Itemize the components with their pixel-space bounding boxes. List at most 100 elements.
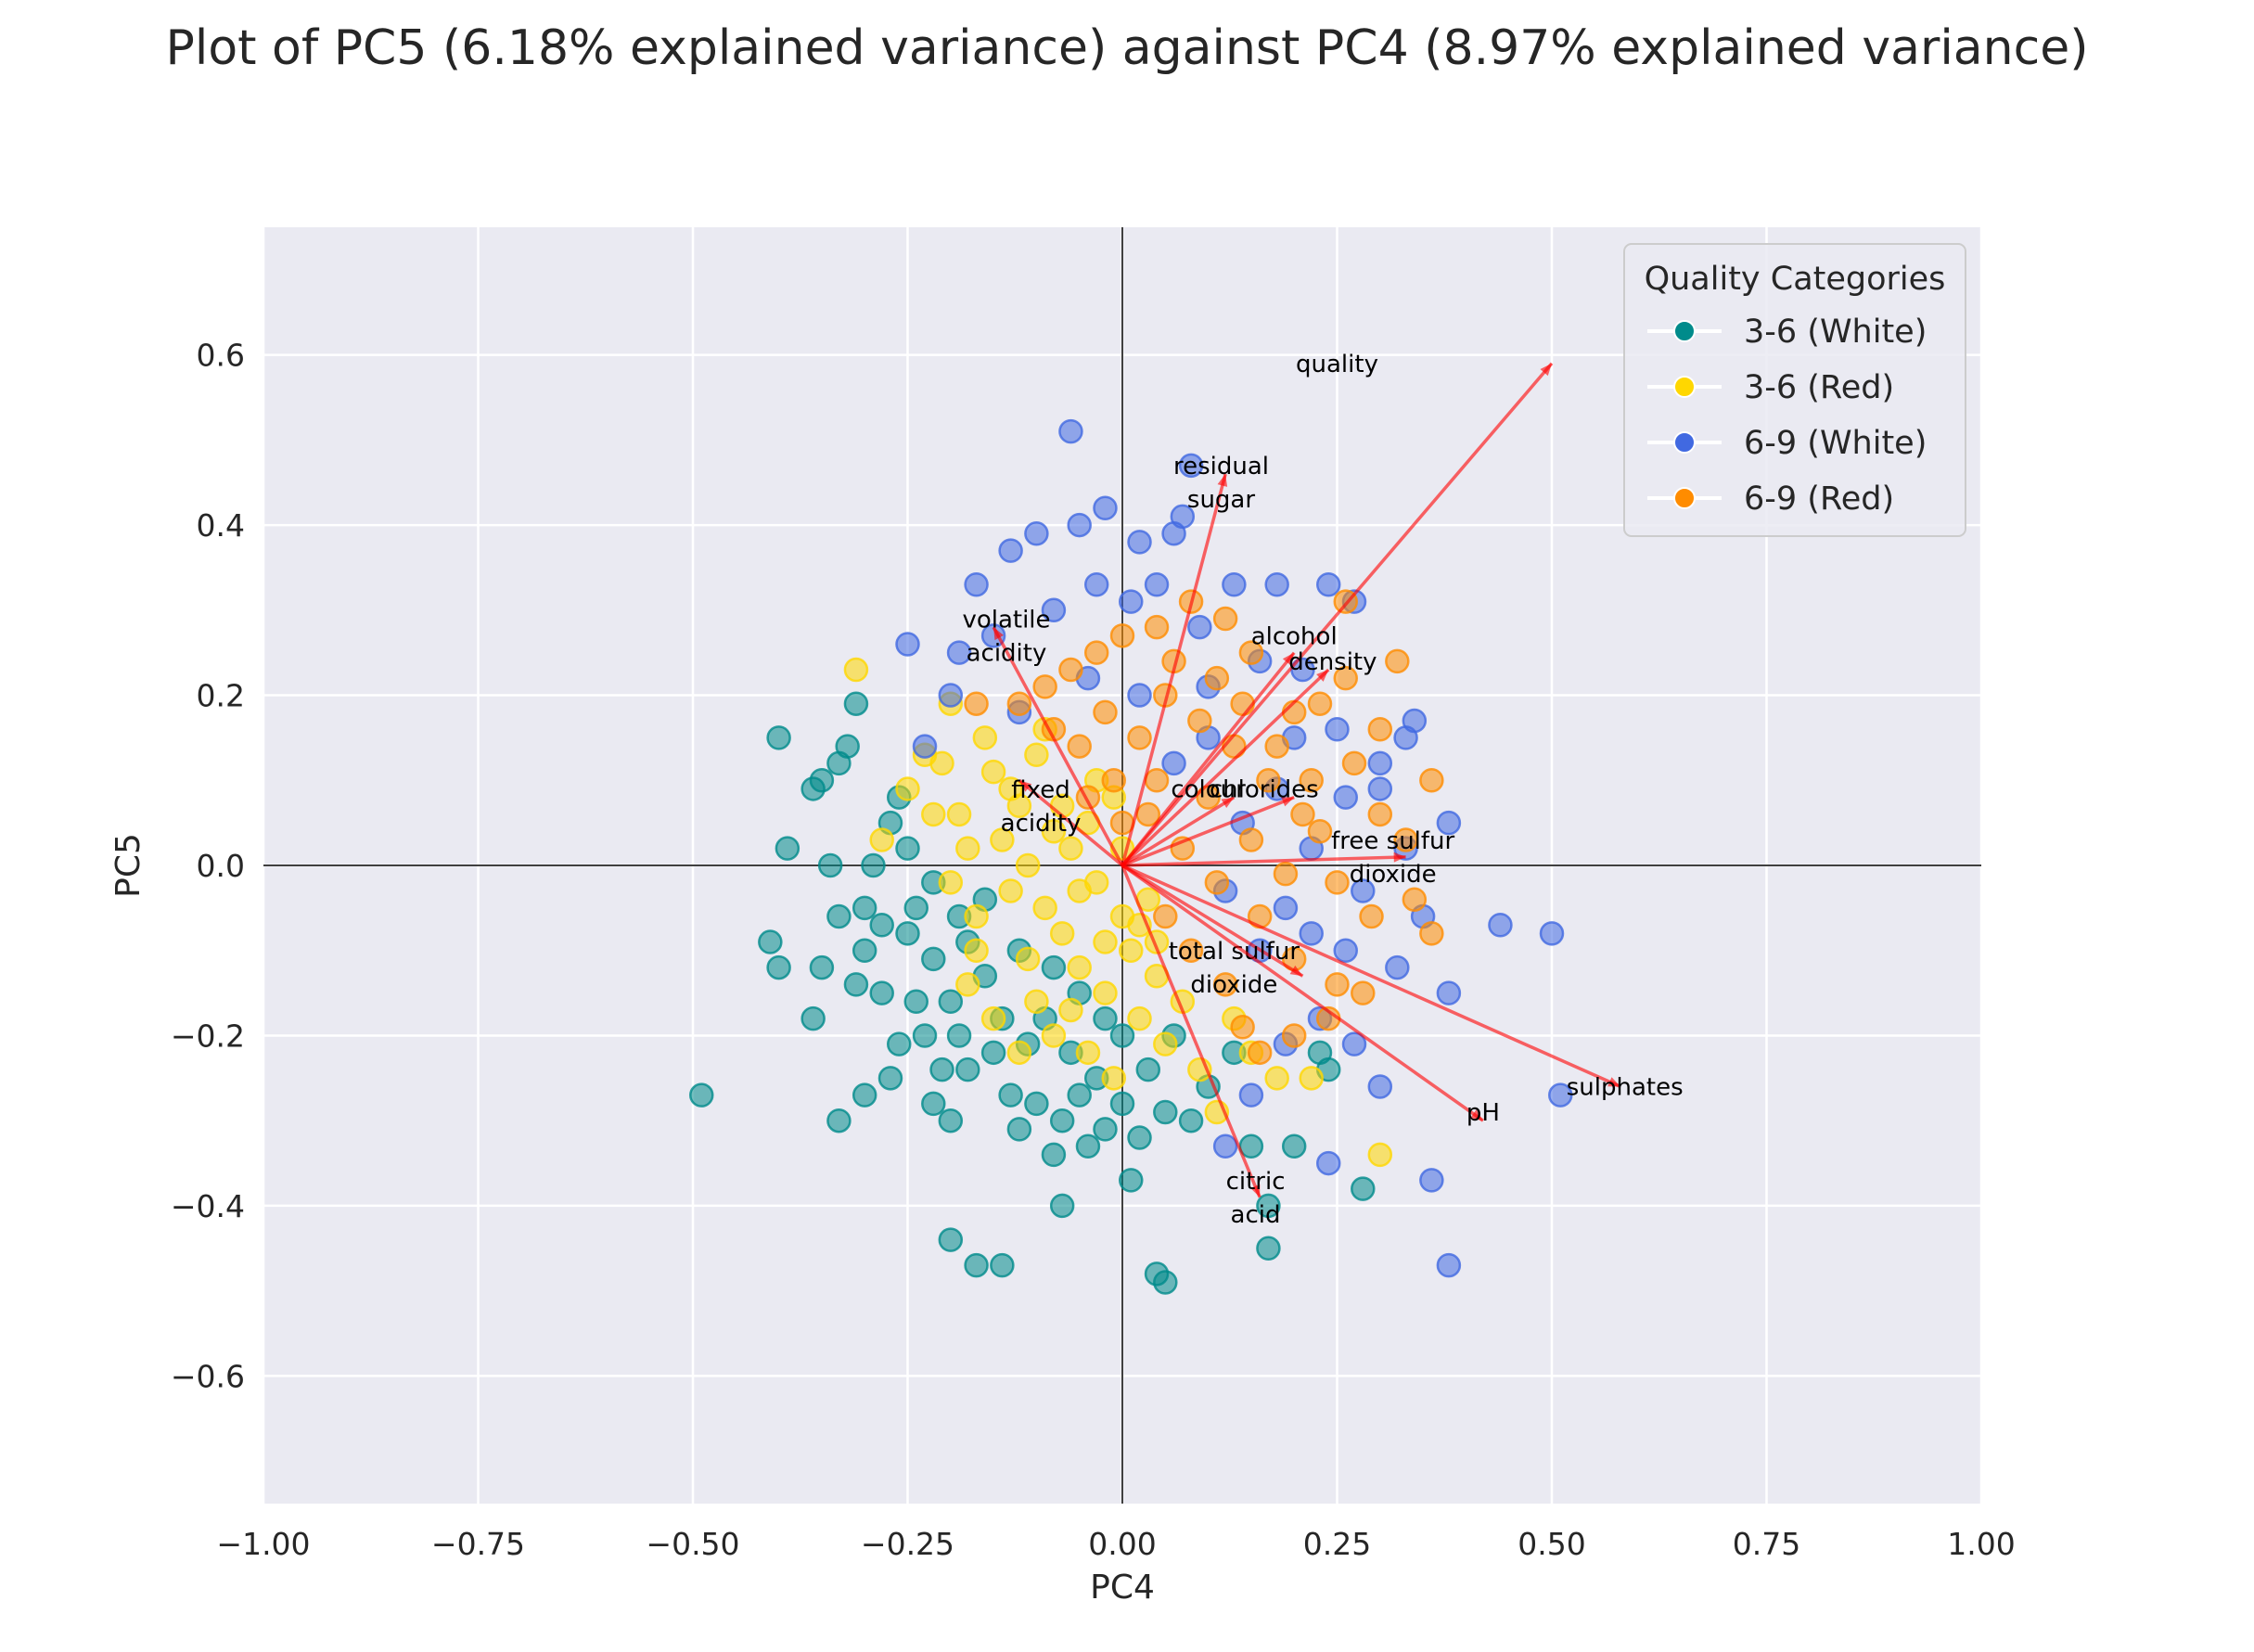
loading-arrow-head xyxy=(1289,965,1303,977)
scatter-point xyxy=(1351,1176,1376,1201)
scatter-point xyxy=(1256,768,1281,793)
scatter-point xyxy=(1144,572,1170,597)
scatter-point xyxy=(1067,954,1092,980)
x-tick-label: −0.75 xyxy=(431,1526,525,1562)
scatter-point xyxy=(895,632,920,657)
scatter-point xyxy=(895,836,920,861)
legend-box xyxy=(1623,243,1966,537)
legend-entry-label: 3-6 (White) xyxy=(1744,314,1927,351)
scatter-point xyxy=(1109,1023,1135,1048)
scatter-point xyxy=(1101,1066,1126,1091)
scatter-point xyxy=(1307,691,1333,716)
scatter-point xyxy=(852,895,877,921)
scatter-point xyxy=(1402,887,1428,912)
loading-label: quality xyxy=(1296,351,1378,378)
x-tick-label: 0.25 xyxy=(1303,1526,1371,1562)
scatter-point xyxy=(1144,768,1170,793)
scatter-point xyxy=(921,946,946,972)
scatter-point xyxy=(1393,827,1418,852)
scatter-point xyxy=(1367,1074,1393,1099)
scatter-point xyxy=(1238,1082,1264,1108)
scatter-point xyxy=(1359,903,1384,929)
scatter-point xyxy=(758,929,783,954)
scatter-point xyxy=(1067,1082,1092,1108)
scatter-point xyxy=(990,827,1015,852)
scatter-point xyxy=(1058,836,1083,861)
legend-entry-label: 3-6 (Red) xyxy=(1744,369,1894,406)
loading-vectors: quality residual sugar volatile acidity alcoh… xyxy=(962,351,1683,1229)
scatter-point xyxy=(1049,1108,1075,1133)
scatter-point xyxy=(1256,1193,1281,1219)
scatter-point xyxy=(1351,980,1376,1005)
scatter-point xyxy=(1204,665,1230,691)
scatter-point xyxy=(955,836,980,861)
scatter-point xyxy=(1119,1168,1144,1193)
scatter-point xyxy=(946,801,972,827)
scatter-point xyxy=(1109,623,1135,648)
loading-label: pH xyxy=(1466,1099,1500,1127)
scatter-point xyxy=(1109,1091,1135,1117)
scatter-point xyxy=(766,954,791,980)
loading-arrow xyxy=(1121,796,1236,867)
x-tick-label: 0.50 xyxy=(1518,1526,1585,1562)
y-axis-ticks: −0.6 −0.4 −0.2 0.0 0.2 0.4 0.6 xyxy=(171,338,245,1395)
loading-arrow xyxy=(1018,778,1124,867)
scatter-point xyxy=(843,657,869,683)
scatter-point xyxy=(964,903,989,929)
x-axis-label: PC4 xyxy=(1090,1569,1155,1607)
scatter-point xyxy=(980,1005,1006,1031)
loading-arrow xyxy=(1121,795,1295,867)
scatter-point xyxy=(1153,1099,1178,1125)
scatter-point xyxy=(1307,1040,1333,1066)
scatter-point xyxy=(1273,861,1299,887)
scatter-point xyxy=(912,734,938,759)
scatter-point xyxy=(809,768,835,793)
loading-arrow-head xyxy=(1281,797,1295,807)
x-tick-label: 0.75 xyxy=(1733,1526,1800,1562)
loading-arrow-head xyxy=(1316,670,1329,682)
loading-arrow-head xyxy=(1018,780,1032,792)
scatter-point xyxy=(1488,912,1513,938)
scatter-point xyxy=(1161,750,1186,776)
scatter-point xyxy=(1539,921,1565,946)
scatter-point xyxy=(1196,785,1221,810)
scatter-point xyxy=(1264,734,1289,759)
scatter-point xyxy=(1367,716,1393,742)
scatter-point xyxy=(1093,1117,1118,1142)
loading-label: sulphates xyxy=(1567,1074,1684,1102)
loading-label: acidity xyxy=(1001,810,1082,838)
loading-arrow xyxy=(1121,864,1621,1089)
scatter-point xyxy=(1058,657,1083,683)
loading-label: dioxide xyxy=(1350,861,1437,889)
scatter-point xyxy=(938,989,964,1015)
scatter-point xyxy=(1419,921,1444,946)
scatter-point xyxy=(895,776,920,801)
scatter-point xyxy=(1067,512,1092,538)
scatter-point xyxy=(817,852,843,878)
scatter-point xyxy=(1024,1091,1049,1117)
loading-arrow xyxy=(992,626,1124,866)
scatter-point xyxy=(1367,776,1393,801)
loading-label: acidity xyxy=(967,639,1047,667)
scatter-point xyxy=(1041,954,1067,980)
scatter-point xyxy=(869,827,894,852)
scatter-point xyxy=(1024,742,1049,767)
scatter-point xyxy=(861,852,886,878)
legend-entry-label: 6-9 (White) xyxy=(1744,425,1927,462)
scatter-point xyxy=(1419,768,1444,793)
scatter-point xyxy=(843,691,869,716)
scatter-point xyxy=(929,1057,954,1082)
scatter-point xyxy=(1015,852,1041,878)
loading-arrow-head xyxy=(1470,1109,1483,1121)
scatter-point xyxy=(775,836,800,861)
scatter-point xyxy=(1307,819,1333,844)
loading-label: volatile xyxy=(962,606,1050,634)
scatter-point xyxy=(1230,1015,1255,1040)
scatter-point xyxy=(852,1082,877,1108)
x-tick-label: −0.25 xyxy=(861,1526,954,1562)
scatter-point xyxy=(938,870,964,895)
scatter-point xyxy=(1119,589,1144,614)
scatter-point xyxy=(1067,734,1092,759)
x-tick-label: 1.00 xyxy=(1947,1526,2015,1562)
loading-arrow xyxy=(1121,651,1296,867)
